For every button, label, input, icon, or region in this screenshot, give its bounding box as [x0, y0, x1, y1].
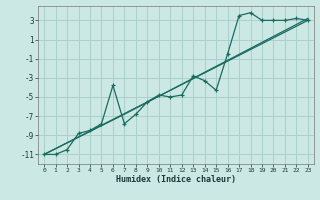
X-axis label: Humidex (Indice chaleur): Humidex (Indice chaleur): [116, 175, 236, 184]
